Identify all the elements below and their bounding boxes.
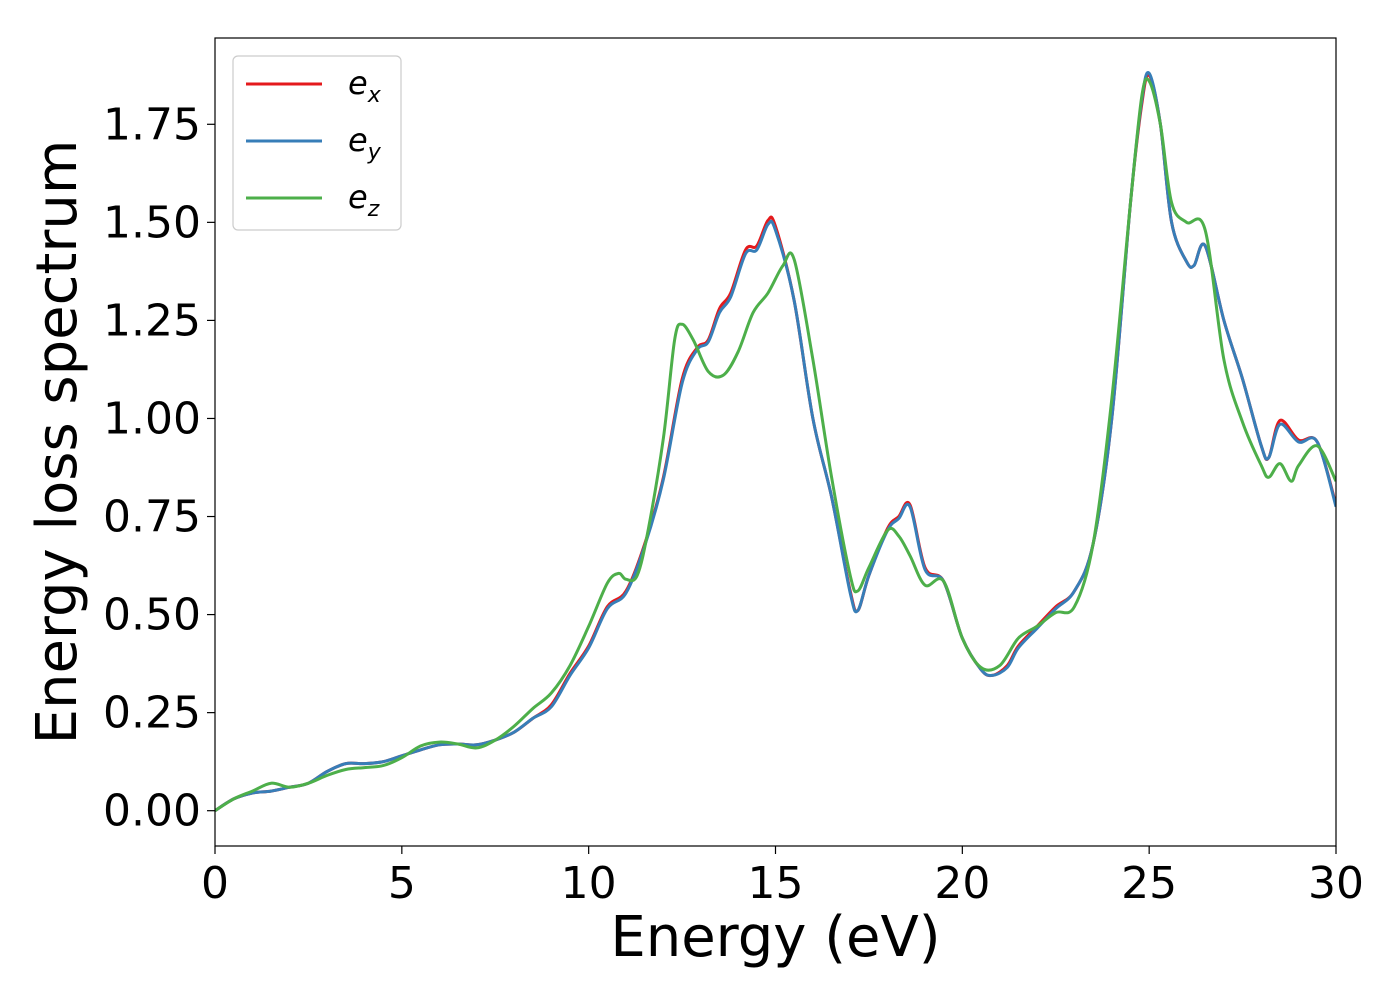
y-tick-label: 0.75	[103, 492, 201, 543]
y-tick-label: 1.50	[103, 197, 201, 248]
y-tick-label: 0.50	[103, 590, 201, 641]
x-tick-label: 25	[1121, 858, 1177, 909]
series-layer	[215, 70, 1336, 812]
y-tick-label: 0.25	[103, 688, 201, 739]
legend-label-subscript: x	[367, 83, 382, 108]
y-axis-title: Energy loss spectrum	[25, 140, 90, 745]
legend-label-base: e	[348, 178, 368, 216]
x-tick-label: 0	[201, 858, 229, 909]
legend-label-z: ez	[348, 178, 380, 222]
y-tick-label: 1.00	[103, 393, 201, 444]
y-tick-label: 1.75	[103, 99, 201, 150]
legend-label-subscript: z	[367, 197, 380, 222]
y-tick-label: 0.00	[103, 786, 201, 837]
legend-label-base: e	[348, 121, 368, 159]
legend-label-base: e	[348, 64, 368, 102]
y-tick-label: 1.25	[103, 295, 201, 346]
legend-label-subscript: y	[367, 140, 382, 165]
x-tick-label: 30	[1308, 858, 1364, 909]
x-axis-title: Energy (eV)	[610, 905, 940, 970]
x-tick-label: 15	[748, 858, 804, 909]
ticks-layer: 0 5 10 15 20 25 30 0.00 0.25 0.50 0.75 1.00 1.25 1.50…	[103, 99, 1364, 909]
x-tick-label: 5	[388, 858, 416, 909]
x-tick-label: 10	[561, 858, 617, 909]
legend-label-x: ex	[348, 64, 382, 108]
x-tick-label: 20	[934, 858, 990, 909]
legend-label-y: ey	[348, 121, 382, 165]
legend-box	[232, 55, 402, 231]
series-line-z	[215, 77, 1336, 812]
